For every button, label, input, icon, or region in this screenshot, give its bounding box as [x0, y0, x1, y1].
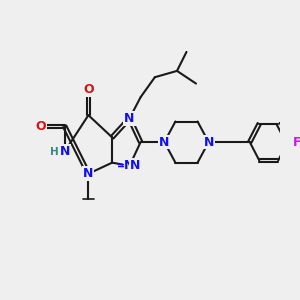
Text: N: N [130, 159, 140, 172]
Text: H: H [50, 147, 58, 157]
Text: N: N [159, 136, 170, 148]
Text: O: O [36, 120, 46, 133]
Text: N: N [59, 145, 70, 158]
Text: O: O [83, 83, 94, 96]
Text: F: F [293, 136, 300, 148]
Text: N: N [203, 136, 214, 148]
Text: N: N [124, 159, 135, 172]
Text: N: N [124, 112, 135, 125]
Text: =: = [117, 161, 125, 171]
Text: N: N [59, 145, 70, 158]
Text: N: N [83, 167, 94, 180]
